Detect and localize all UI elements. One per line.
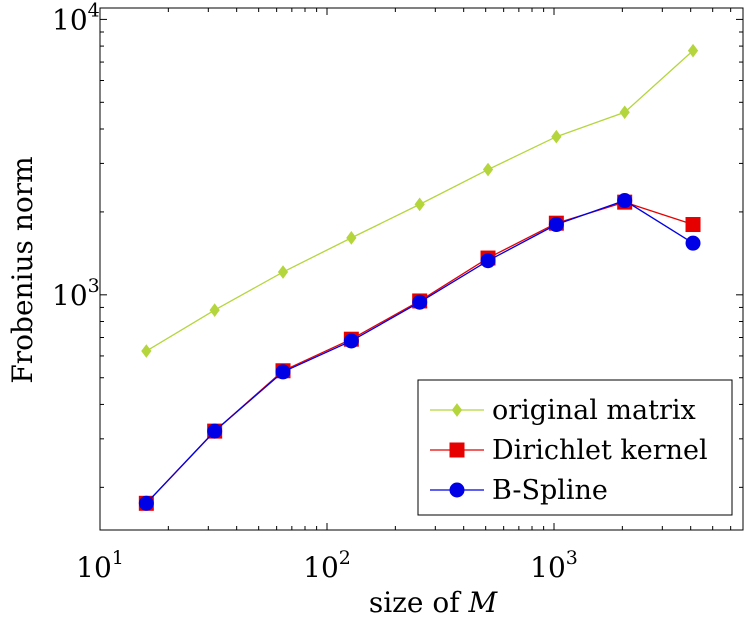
x-axis-title-var: M bbox=[468, 586, 499, 619]
legend-entry: Dirichlet kernel bbox=[430, 435, 708, 466]
data-point bbox=[685, 235, 701, 251]
legend-marker bbox=[449, 482, 465, 498]
legend-box bbox=[417, 379, 733, 516]
data-point bbox=[412, 294, 428, 310]
data-point bbox=[687, 43, 699, 58]
data-point bbox=[277, 265, 289, 279]
svg-text:size of M: size of M bbox=[369, 586, 499, 619]
x-tick-label: 102 bbox=[303, 547, 351, 584]
data-point bbox=[480, 253, 496, 269]
data-point bbox=[617, 193, 633, 209]
data-point bbox=[551, 129, 562, 144]
legend-label: B-Spline bbox=[492, 475, 608, 506]
data-point bbox=[685, 217, 701, 233]
x-tick-label: 101 bbox=[76, 547, 124, 584]
x-tick-label: 103 bbox=[530, 547, 578, 584]
y-tick-label: 104 bbox=[52, 0, 100, 36]
legend-marker bbox=[451, 403, 463, 417]
x-axis-title-text: size of bbox=[369, 586, 469, 619]
legend-label: original matrix bbox=[492, 395, 696, 426]
data-point bbox=[482, 162, 494, 177]
series-diamond bbox=[141, 43, 699, 358]
y-tick-label: 103 bbox=[52, 275, 100, 312]
legend-label: Dirichlet kernel bbox=[492, 435, 708, 466]
data-point bbox=[548, 217, 564, 233]
x-axis-title: size of M bbox=[369, 586, 499, 619]
legend-entry: original matrix bbox=[430, 395, 696, 426]
plot-frame bbox=[99, 7, 744, 531]
series-circle bbox=[138, 193, 701, 511]
data-point bbox=[346, 231, 357, 245]
legend-marker bbox=[449, 442, 465, 458]
data-point bbox=[619, 105, 630, 120]
data-point bbox=[275, 364, 291, 380]
data-point bbox=[343, 333, 359, 349]
y-axis-title: Frobenius norm bbox=[6, 156, 39, 383]
data-point bbox=[141, 344, 152, 358]
axis-ticks: 101 102 103 103 104 bbox=[52, 0, 743, 584]
data-point bbox=[207, 423, 223, 439]
legend: original matrix Dirichlet kernel B-Spline bbox=[417, 379, 733, 516]
data-point bbox=[138, 495, 154, 511]
data-point bbox=[209, 303, 220, 317]
data-point bbox=[414, 197, 425, 212]
legend-entry: B-Spline bbox=[430, 475, 608, 506]
series-layer bbox=[138, 43, 701, 511]
